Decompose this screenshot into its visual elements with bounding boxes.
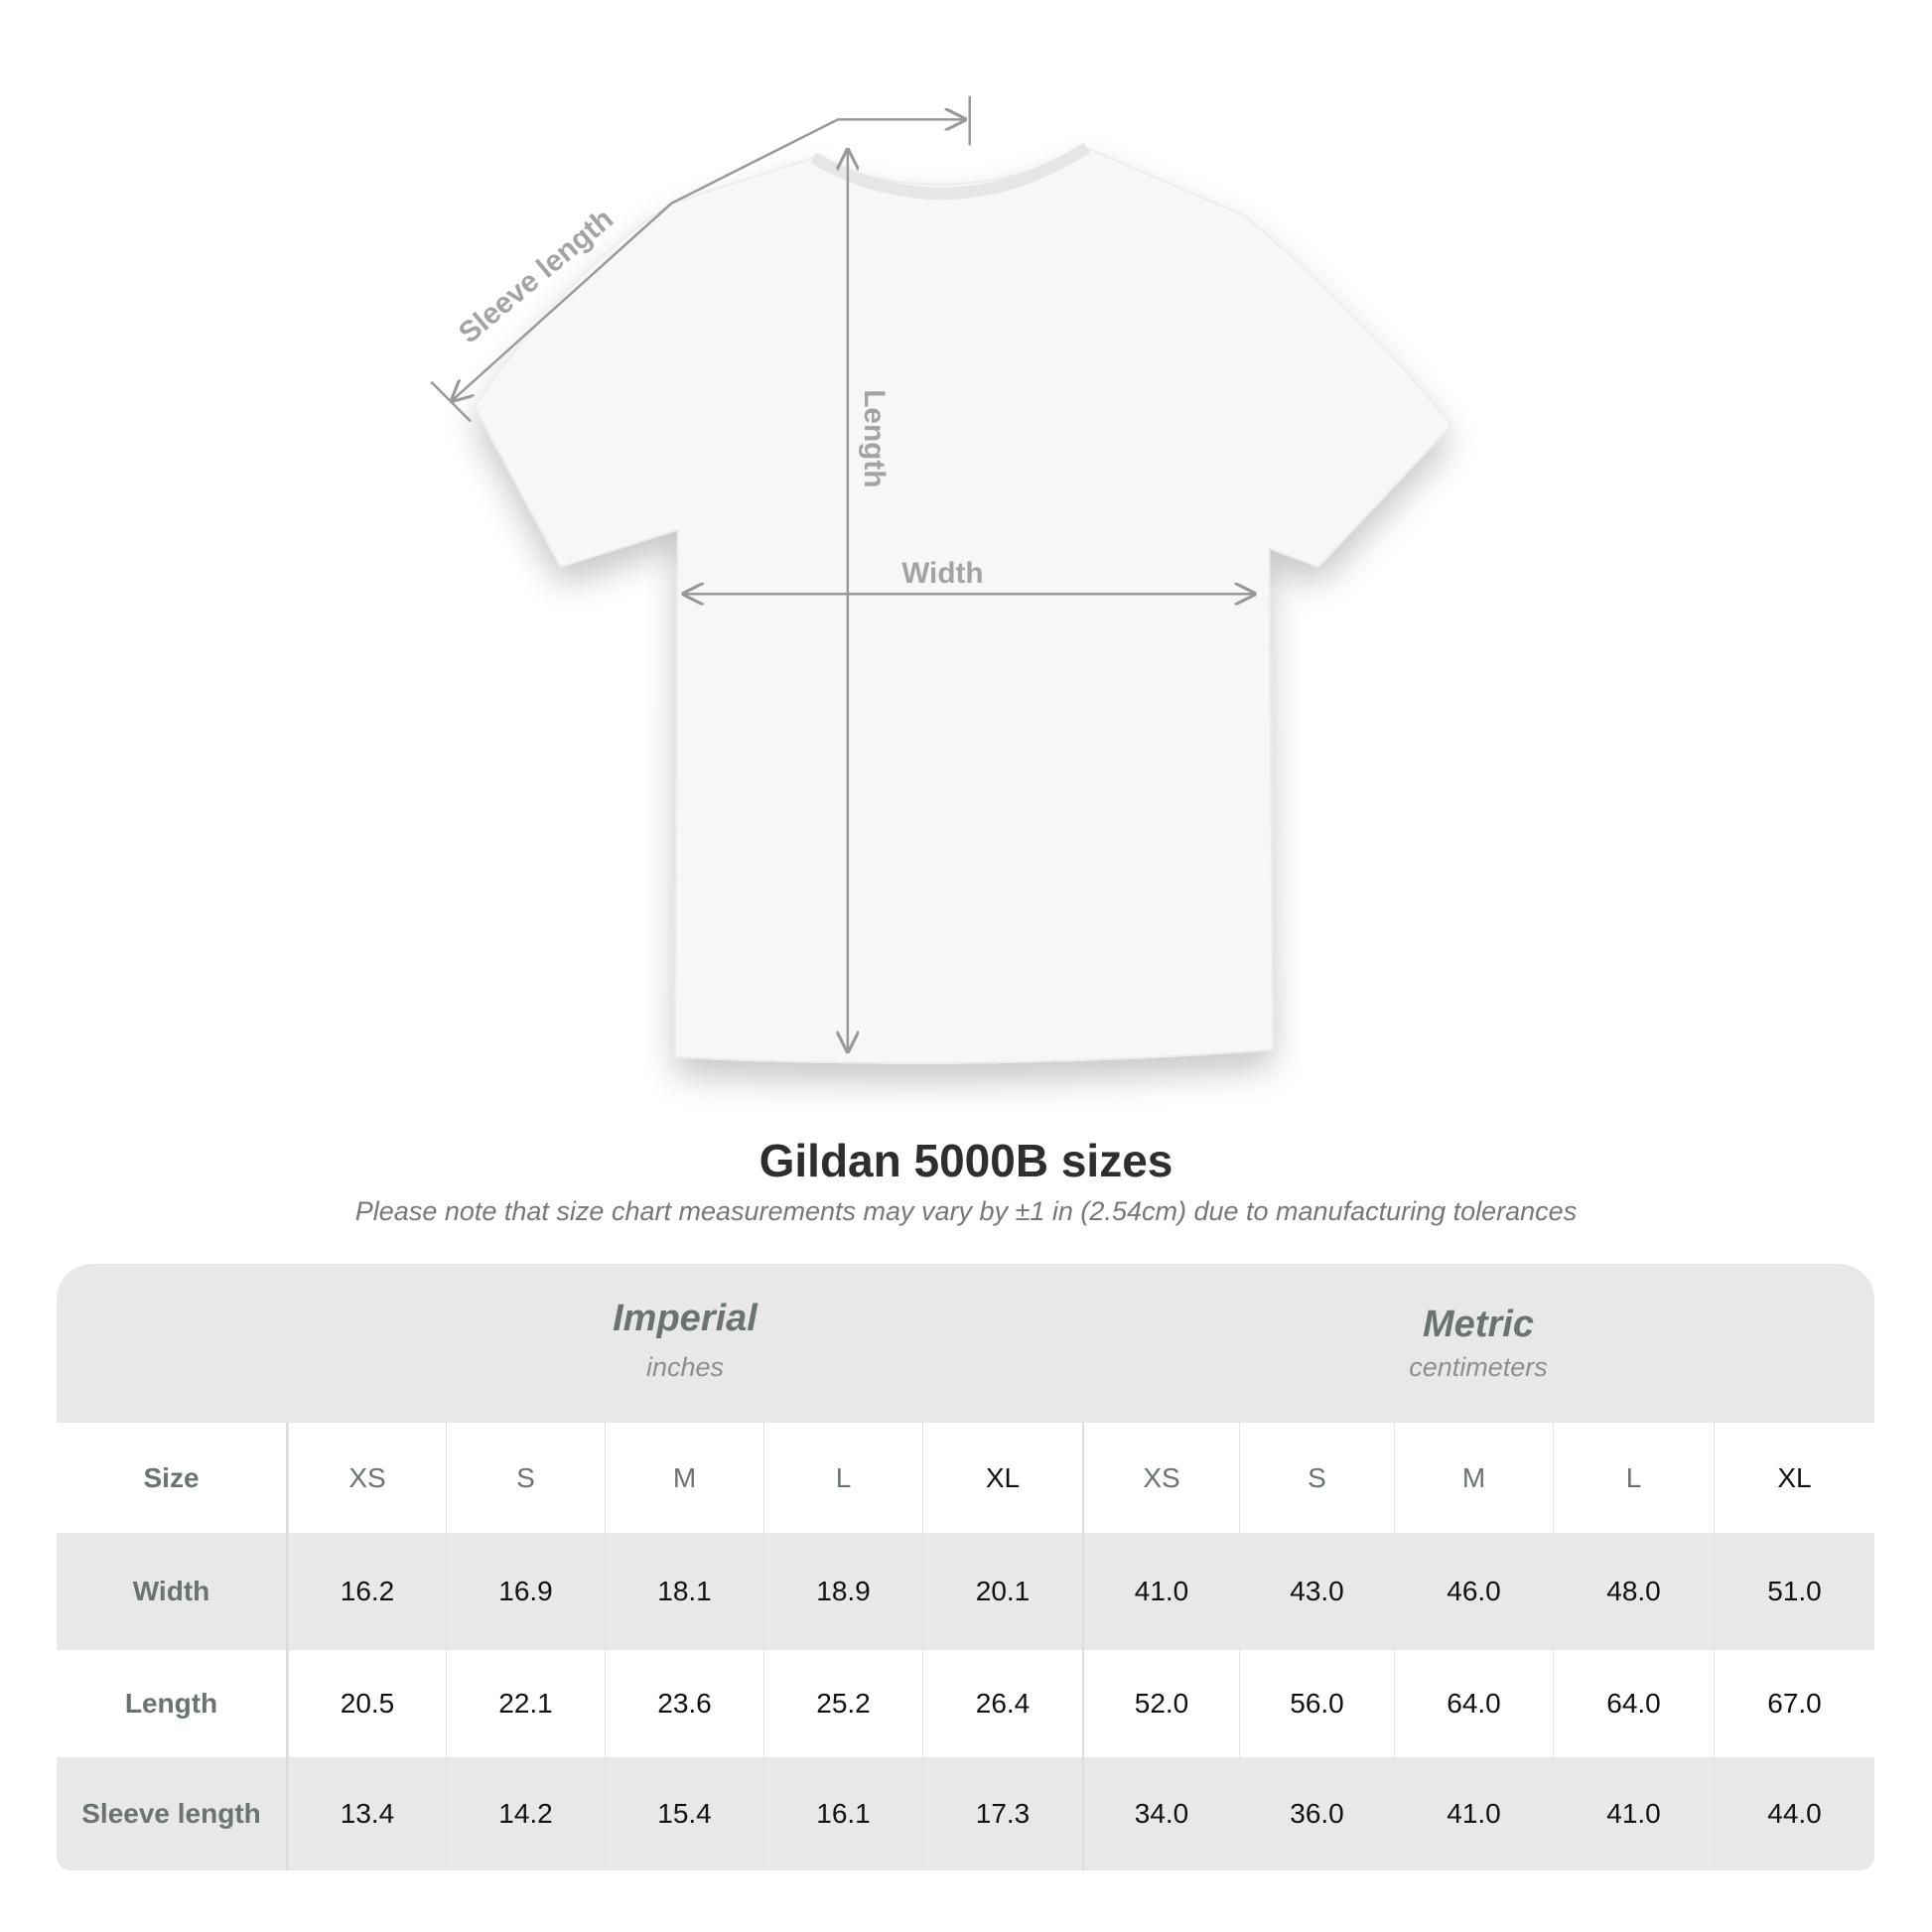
size-header-row: Size XS S M L XL XS S M L XL (57, 1423, 1874, 1533)
table-row: Sleeve length 13.4 14.2 15.4 16.1 17.3 34.0 36.… (57, 1757, 1874, 1870)
measurement-cell: 18.9 (763, 1533, 922, 1650)
tshirt-shape (473, 146, 1453, 1064)
size-header: L (763, 1423, 922, 1533)
measurement-cell: 34.0 (1082, 1757, 1239, 1870)
imperial-header: Imperial inches (288, 1264, 1082, 1456)
measurement-cell: 41.0 (1553, 1757, 1714, 1870)
size-header: XS (1082, 1423, 1239, 1533)
metric-unit: centimeters (1409, 1352, 1548, 1382)
measurement-cell: 23.6 (605, 1650, 763, 1757)
measurement-cell: 26.4 (922, 1650, 1082, 1757)
imperial-title: Imperial (613, 1298, 758, 1339)
page-title: Gildan 5000B sizes (759, 1135, 1173, 1186)
imperial-unit: inches (645, 1352, 725, 1382)
table-row: Length 20.5 22.1 23.6 25.2 26.4 52.0 56.0 64.0 64… (57, 1650, 1874, 1757)
sleeve-length-arrow (452, 119, 964, 400)
measurement-cell: 22.1 (446, 1650, 605, 1757)
size-header: XL (1714, 1423, 1874, 1533)
measurement-cell: 20.5 (288, 1650, 446, 1757)
row-label: Width (57, 1533, 288, 1650)
measurement-cell: 64.0 (1553, 1650, 1714, 1757)
measurement-cell: 14.2 (446, 1757, 605, 1870)
size-header: S (1239, 1423, 1394, 1533)
tolerance-note: Please note that size chart measurements… (354, 1196, 1578, 1226)
measurement-cell: 43.0 (1239, 1533, 1394, 1650)
measurement-cell: 25.2 (763, 1650, 922, 1757)
size-table: Imperial inches Metric centimeters Size X… (57, 1264, 1874, 1870)
measurement-cell: 18.1 (605, 1533, 763, 1650)
measurement-cell: 44.0 (1714, 1757, 1874, 1870)
measurement-cell: 17.3 (922, 1757, 1082, 1870)
size-header: M (1394, 1423, 1553, 1533)
row-label: Length (57, 1650, 288, 1757)
measurement-cell: 41.0 (1082, 1533, 1239, 1650)
size-header: XL (922, 1423, 1082, 1533)
size-header: XS (288, 1423, 446, 1533)
row-label: Sleeve length (57, 1757, 288, 1870)
size-header: S (446, 1423, 605, 1533)
measurement-cell: 16.9 (446, 1533, 605, 1650)
measurement-cell: 20.1 (922, 1533, 1082, 1650)
length-label: Length (858, 389, 891, 487)
metric-header: Metric centimeters (1082, 1264, 1874, 1462)
measurement-cell: 41.0 (1394, 1757, 1553, 1870)
measurement-cell: 16.2 (288, 1533, 446, 1650)
measurement-cell: 15.4 (605, 1757, 763, 1870)
measurement-cell: 16.1 (763, 1757, 922, 1870)
table-row: Width 16.2 16.9 18.1 18.9 20.1 41.0 43.0 46.0 48.… (57, 1533, 1874, 1650)
size-column-label: Size (57, 1423, 288, 1533)
measurement-cell: 36.0 (1239, 1757, 1394, 1870)
size-header: L (1553, 1423, 1714, 1533)
size-header: M (605, 1423, 763, 1533)
measurement-cell: 56.0 (1239, 1650, 1394, 1757)
measurement-cell: 52.0 (1082, 1650, 1239, 1757)
measurement-cell: 48.0 (1553, 1533, 1714, 1650)
metric-title: Metric (1423, 1304, 1534, 1345)
measurement-cell: 51.0 (1714, 1533, 1874, 1650)
measurement-cell: 13.4 (288, 1757, 446, 1870)
measurement-cell: 67.0 (1714, 1650, 1874, 1757)
measurement-cell: 64.0 (1394, 1650, 1553, 1757)
measurement-cell: 46.0 (1394, 1533, 1553, 1650)
width-label: Width (901, 557, 983, 590)
